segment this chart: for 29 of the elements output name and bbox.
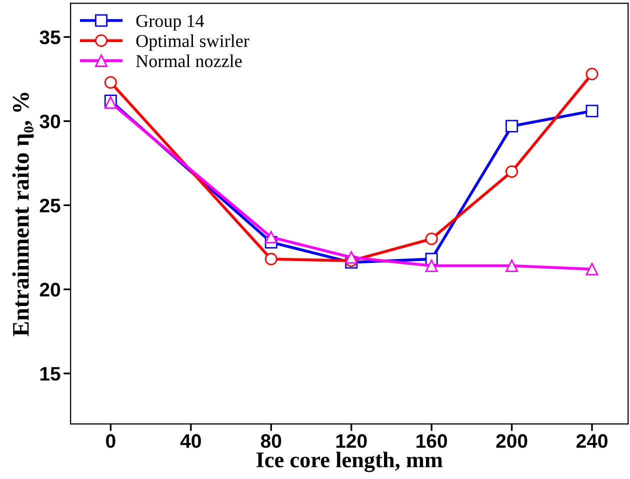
point	[425, 232, 438, 246]
point	[425, 260, 438, 272]
x-tick-label: 240	[576, 434, 608, 448]
point	[506, 120, 518, 132]
x-tick-label: 0	[106, 434, 116, 448]
point	[506, 260, 518, 272]
point	[506, 165, 518, 178]
point	[586, 262, 598, 276]
x-axis-title: Ice core length, mm	[256, 452, 443, 472]
x-tick-label: 160	[416, 434, 447, 448]
x-tick-label: 40	[180, 434, 201, 448]
legend-label: Optimal swirler	[136, 34, 250, 51]
point	[586, 68, 598, 80]
x-tick-label: 200	[496, 434, 528, 448]
point	[104, 76, 117, 89]
y-axis-title: Entrainment raito η₀, %	[12, 92, 34, 336]
point	[264, 252, 278, 266]
x-tick-label: 120	[336, 434, 367, 448]
point	[264, 230, 278, 244]
y-tick-label: 30	[40, 114, 60, 128]
y-tick-label: 20	[40, 282, 60, 297]
y-tick-label: 15	[40, 367, 60, 381]
y-tick-label: 25	[40, 198, 60, 212]
point	[345, 251, 358, 264]
y-tick-label: 35	[40, 30, 60, 44]
legend-label: Group 14	[136, 14, 204, 31]
point	[586, 104, 598, 118]
legend-label: Normal nozzle	[136, 54, 242, 68]
x-tick-label: 80	[260, 434, 282, 448]
